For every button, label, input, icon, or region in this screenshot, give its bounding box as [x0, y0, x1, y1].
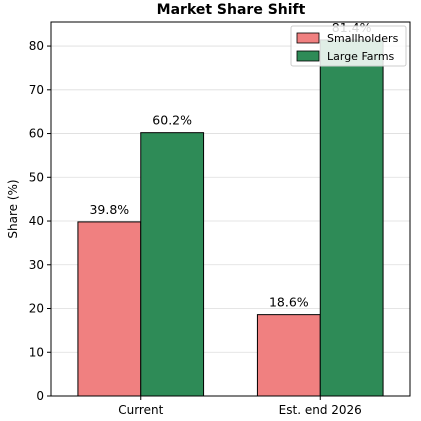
- bar-value-label: 39.8%: [89, 202, 129, 217]
- bar-smallholders: [77, 221, 142, 397]
- y-tick-label: 20: [29, 302, 44, 316]
- y-axis: 0 10 20 30 40 50 60 70 80: [29, 39, 51, 403]
- legend-entry: Smallholders: [327, 32, 399, 45]
- y-tick-label: 0: [36, 389, 44, 403]
- bars: [77, 39, 384, 397]
- y-tick-label: 70: [29, 83, 44, 97]
- y-tick-label: 40: [29, 214, 44, 228]
- data-labels: 39.8%60.2%18.6%81.4%: [89, 20, 371, 310]
- legend: Smallholders Large Farms: [290, 25, 407, 67]
- y-axis-title: Share (%): [6, 179, 20, 238]
- plot-frame: [50, 21, 411, 397]
- legend-swatch: [296, 50, 320, 62]
- chart-title: Market Share Shift: [157, 2, 306, 18]
- y-tick-label: 30: [29, 258, 44, 272]
- x-tick-label: Est. end 2026: [279, 403, 362, 417]
- y-tick-label: 50: [29, 170, 44, 184]
- legend-entry: Large Farms: [327, 50, 395, 63]
- legend-swatch: [296, 32, 320, 44]
- x-tick-label: Current: [118, 403, 163, 417]
- bar-smallholders: [256, 314, 321, 397]
- bar-large-farms: [140, 132, 205, 397]
- y-tick-label: 80: [29, 39, 44, 53]
- y-tick-label: 10: [29, 345, 44, 359]
- legend-box: [290, 25, 407, 67]
- bar-large-farms: [319, 39, 384, 397]
- y-tick-label: 60: [29, 127, 44, 141]
- bar-value-label: 18.6%: [269, 295, 309, 310]
- bar-value-label: 60.2%: [152, 113, 192, 128]
- x-axis: Current Est. end 2026: [118, 396, 362, 417]
